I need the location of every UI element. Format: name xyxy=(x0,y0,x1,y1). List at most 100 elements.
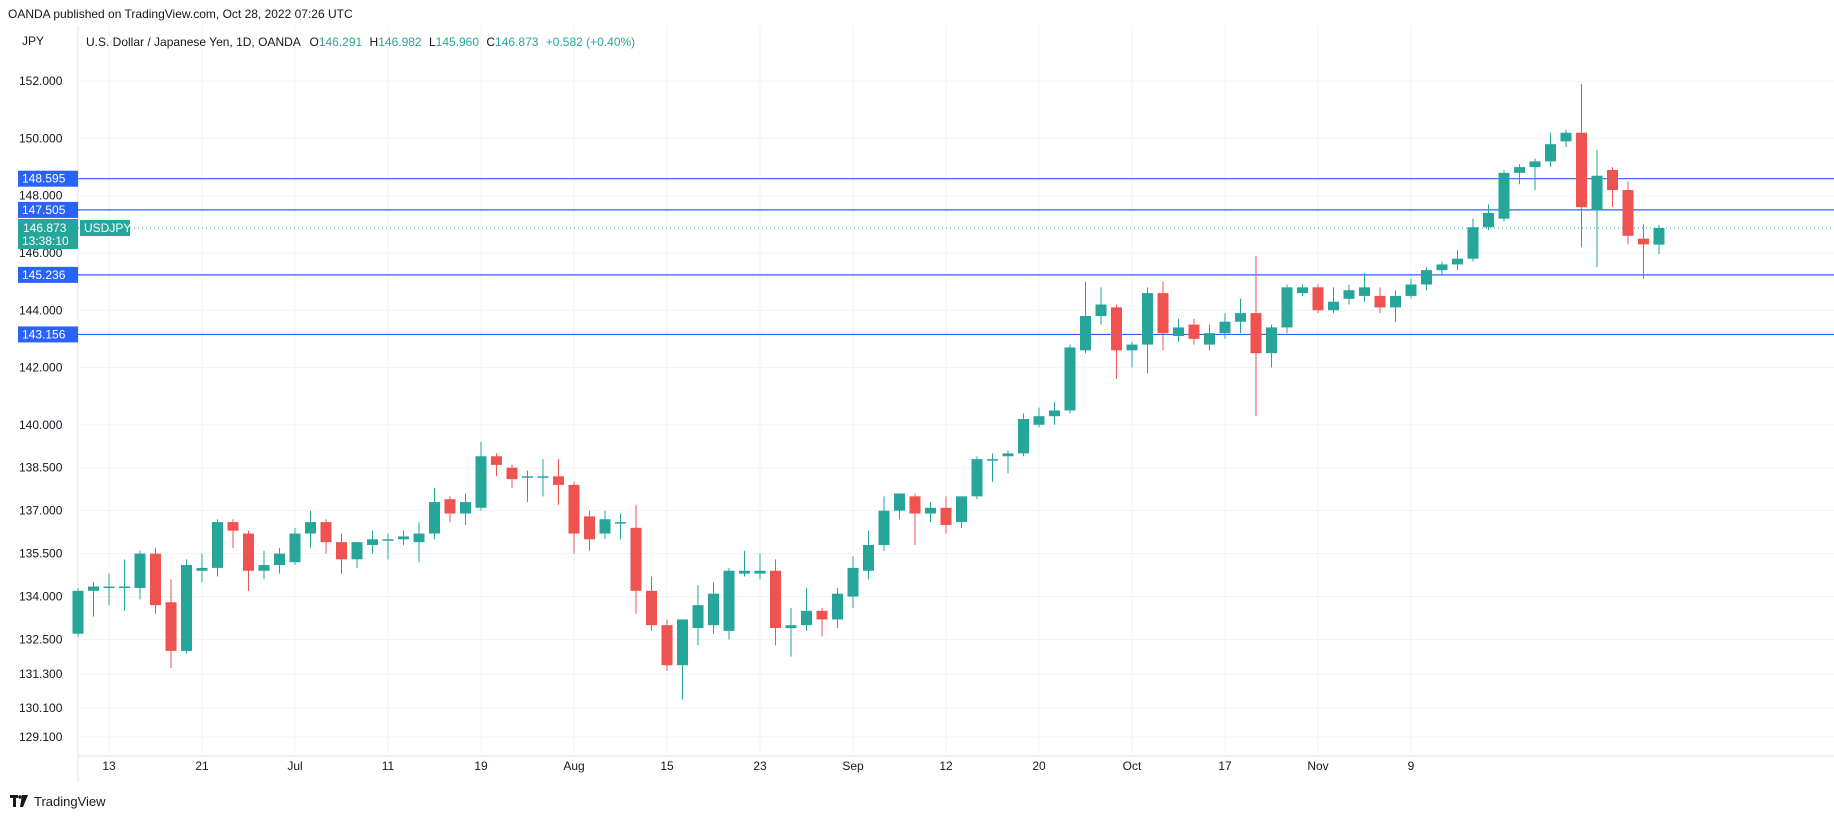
candle xyxy=(1514,164,1525,185)
candle-body xyxy=(506,467,518,480)
candle-body xyxy=(460,502,471,514)
price-axis-label: 132.500 xyxy=(19,632,63,646)
candle-body xyxy=(1018,419,1029,454)
candle-body xyxy=(925,507,936,514)
candle xyxy=(1545,132,1556,168)
level-price-label: 148.595 xyxy=(22,172,66,186)
candle-body xyxy=(1312,287,1324,311)
candle-body xyxy=(537,476,549,478)
time-axis-label: 9 xyxy=(1408,759,1415,773)
candle-body xyxy=(227,522,239,531)
candle-body xyxy=(1390,295,1401,308)
candle-body xyxy=(1204,333,1215,345)
price-axis-label: 142.000 xyxy=(19,361,63,375)
price-axis-label: 152.000 xyxy=(19,74,63,88)
candle-body xyxy=(1328,301,1339,311)
candle xyxy=(1359,273,1370,302)
candle xyxy=(1033,407,1045,428)
candle xyxy=(1529,158,1541,191)
candle xyxy=(1374,287,1386,314)
candle xyxy=(1405,278,1417,299)
candle-body xyxy=(212,522,223,568)
price-axis-label: 135.500 xyxy=(19,547,63,561)
candle-body xyxy=(72,590,84,634)
candle xyxy=(1560,129,1572,148)
candlestick-chart[interactable]: 152.000 150.000 148.000 146.000 144.000 142.0… xyxy=(0,26,1834,788)
candle-body xyxy=(1498,172,1510,219)
candle-body xyxy=(1049,410,1060,417)
footer-brand[interactable]: TradingView xyxy=(10,790,106,812)
candle xyxy=(1281,284,1293,334)
candle-body xyxy=(103,586,115,589)
candle-body xyxy=(863,545,874,571)
candle-body xyxy=(165,602,177,651)
candle-body xyxy=(1095,304,1107,316)
candle-body xyxy=(677,619,688,666)
candle-body xyxy=(1250,313,1262,354)
candle xyxy=(1266,324,1277,368)
candle-body xyxy=(1405,284,1417,296)
time-axis-label: 23 xyxy=(753,759,767,773)
candle xyxy=(1064,344,1076,414)
level-price-label: 143.156 xyxy=(22,327,66,341)
candle xyxy=(1142,287,1153,374)
candle-body xyxy=(1529,161,1541,168)
candle-body xyxy=(785,625,797,629)
symbol-legend[interactable]: U.S. Dollar / Japanese Yen, 1D, OANDA O1… xyxy=(86,35,635,49)
price-axis[interactable]: 152.000 150.000 148.000 146.000 144.000 142.0… xyxy=(19,74,63,744)
candle xyxy=(398,530,409,546)
candle xyxy=(1049,401,1060,425)
candle xyxy=(630,504,642,614)
chart-area[interactable]: 152.000 150.000 148.000 146.000 144.000 142.0… xyxy=(0,26,1834,788)
candle xyxy=(429,487,440,540)
time-axis-label: Aug xyxy=(563,759,584,773)
candle-body xyxy=(1188,324,1200,339)
time-axis-label: 17 xyxy=(1218,759,1232,773)
low-value: 145.960 xyxy=(435,35,480,49)
candle-body xyxy=(1343,290,1355,299)
candle xyxy=(506,464,518,488)
candle xyxy=(1204,324,1215,351)
candle xyxy=(181,559,192,654)
candle-body xyxy=(1281,287,1293,328)
price-labels: 148.595 147.505 145.236 143.156 146.87313:38… xyxy=(18,170,131,343)
candle xyxy=(258,550,270,580)
candle-body xyxy=(832,593,843,620)
level-price-tag xyxy=(18,170,78,187)
candle-body xyxy=(568,484,580,534)
time-axis-label: Sep xyxy=(842,759,864,773)
candle xyxy=(1111,304,1122,379)
low-label: L xyxy=(428,35,436,49)
candle xyxy=(537,459,549,497)
candle xyxy=(413,522,425,563)
candle xyxy=(165,579,177,669)
candle xyxy=(1297,284,1308,296)
candle-body xyxy=(444,499,456,514)
candle-body xyxy=(1622,190,1634,236)
candle-body xyxy=(1297,287,1308,294)
candle xyxy=(971,456,983,500)
candle-body xyxy=(243,533,254,571)
candle-body xyxy=(429,502,440,534)
candle xyxy=(661,619,673,671)
candle-body xyxy=(708,593,719,626)
candle xyxy=(584,510,595,551)
candle xyxy=(1607,167,1618,208)
horizontal-levels[interactable] xyxy=(78,178,1834,336)
candle-body xyxy=(1374,295,1386,308)
candle-body xyxy=(1560,132,1572,142)
candle-body xyxy=(723,570,735,631)
candle xyxy=(336,533,347,574)
candle-body xyxy=(1266,327,1277,354)
time-axis[interactable]: 13 21 Jul 11 19 Aug 15 23 Sep 12 20 Oct 17 Nov 9 xyxy=(102,759,1414,773)
candle xyxy=(832,587,843,629)
candles xyxy=(72,84,1665,700)
candle xyxy=(1173,318,1184,342)
candle xyxy=(1095,287,1107,325)
price-axis-label: 148.000 xyxy=(19,189,63,203)
price-axis-label: 150.000 xyxy=(19,131,63,145)
candle xyxy=(770,559,781,646)
candle-body xyxy=(1359,287,1370,296)
candle-body xyxy=(181,565,192,651)
candle-body xyxy=(1436,264,1448,271)
